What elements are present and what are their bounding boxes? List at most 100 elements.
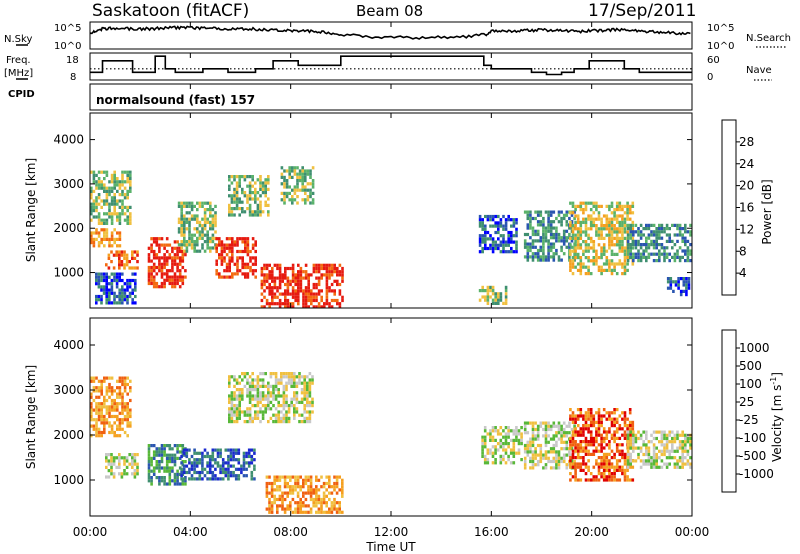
velocity-cell [108,424,111,428]
velocity-cell [105,475,108,479]
power-cell [113,278,116,283]
velocity-cell [158,466,161,470]
power-cell [544,255,548,259]
velocity-cell [293,410,296,414]
velocity-cell [287,410,291,414]
power-cell [574,233,577,237]
power-cell [304,295,308,299]
velocity-cell [272,413,275,417]
velocity-cell [629,443,632,447]
power-cell [491,301,495,305]
velocity-cell [126,382,129,387]
velocity-cell [562,421,566,425]
velocity-cell [582,468,585,472]
velocity-cell [517,429,521,433]
power-cell [484,234,487,238]
velocity-cell [251,381,254,385]
power-cell [248,184,252,188]
power-cell [481,246,484,251]
power-cell [243,194,247,198]
velocity-cell [579,449,583,453]
velocity-cell [671,430,674,434]
velocity-cell [621,433,624,437]
power-cell [605,220,609,224]
power-cell [608,204,611,208]
velocity-cell [602,427,606,431]
velocity-cell [90,395,93,399]
velocity-cell [110,408,114,412]
power-cell [613,224,616,228]
velocity-cell [660,433,664,437]
power-cell [273,276,277,280]
velocity-cell [481,454,484,458]
power-cell [576,214,580,218]
velocity-cell [228,410,231,414]
velocity-cell [237,448,241,452]
velocity-cell [201,467,204,471]
power-cell [504,295,508,299]
power-cell [552,242,556,246]
velocity-cell [557,427,561,432]
power-cell [481,240,484,244]
power-cell [158,249,161,254]
velocity-cell [90,424,93,428]
power-cell [231,253,234,257]
velocity-cell [584,449,588,453]
power-cell [118,272,121,276]
power-cell [632,243,635,247]
power-cell [254,259,257,263]
velocity-cell [181,463,185,467]
velocity-cell [307,488,310,492]
velocity-cell [592,424,596,428]
velocity-cell [285,404,288,408]
velocity-cell [254,416,257,420]
velocity-cell [269,416,273,420]
velocity-cell [325,501,328,505]
velocity-cell [289,507,292,511]
velocity-cell [600,472,603,476]
power-cell [193,233,196,237]
velocity-cell [602,452,606,456]
velocity-cell [118,392,122,396]
power-cell [268,305,271,309]
velocity-cell [539,421,543,425]
power-cell [105,170,109,174]
power-cell [481,221,484,225]
power-cell [341,270,344,274]
power-cell [504,221,508,225]
power-cell [605,256,609,260]
power-cell [328,266,331,271]
velocity-cell [259,407,262,411]
power-cell [158,246,161,250]
velocity-cell [582,433,585,437]
velocity-cell [592,452,596,456]
power-cell [92,241,96,245]
velocity-cell [256,378,260,382]
velocity-cell [302,494,305,498]
power-cell [297,289,300,293]
power-cell [478,289,482,293]
velocity-cell [280,372,283,376]
power-cell [557,210,561,214]
power-cell [263,276,266,280]
velocity-cell [303,416,306,420]
power-cell [328,286,331,290]
velocity-cell [299,504,302,508]
power-cell [100,275,103,279]
velocity-cell [615,459,619,463]
velocity-cell [261,381,265,385]
velocity-cell [108,411,111,415]
power-cell [123,180,127,184]
power-cell [110,199,114,203]
power-cell [118,221,122,225]
power-cell [158,237,161,241]
power-cell [118,231,122,235]
velocity-cell [486,458,490,462]
velocity-cell [121,398,124,403]
velocity-cell [684,436,687,441]
power-cell [296,175,299,179]
power-cell [497,227,500,231]
velocity-cell [181,447,185,451]
velocity-cell [95,411,98,415]
power-cell [90,196,93,200]
